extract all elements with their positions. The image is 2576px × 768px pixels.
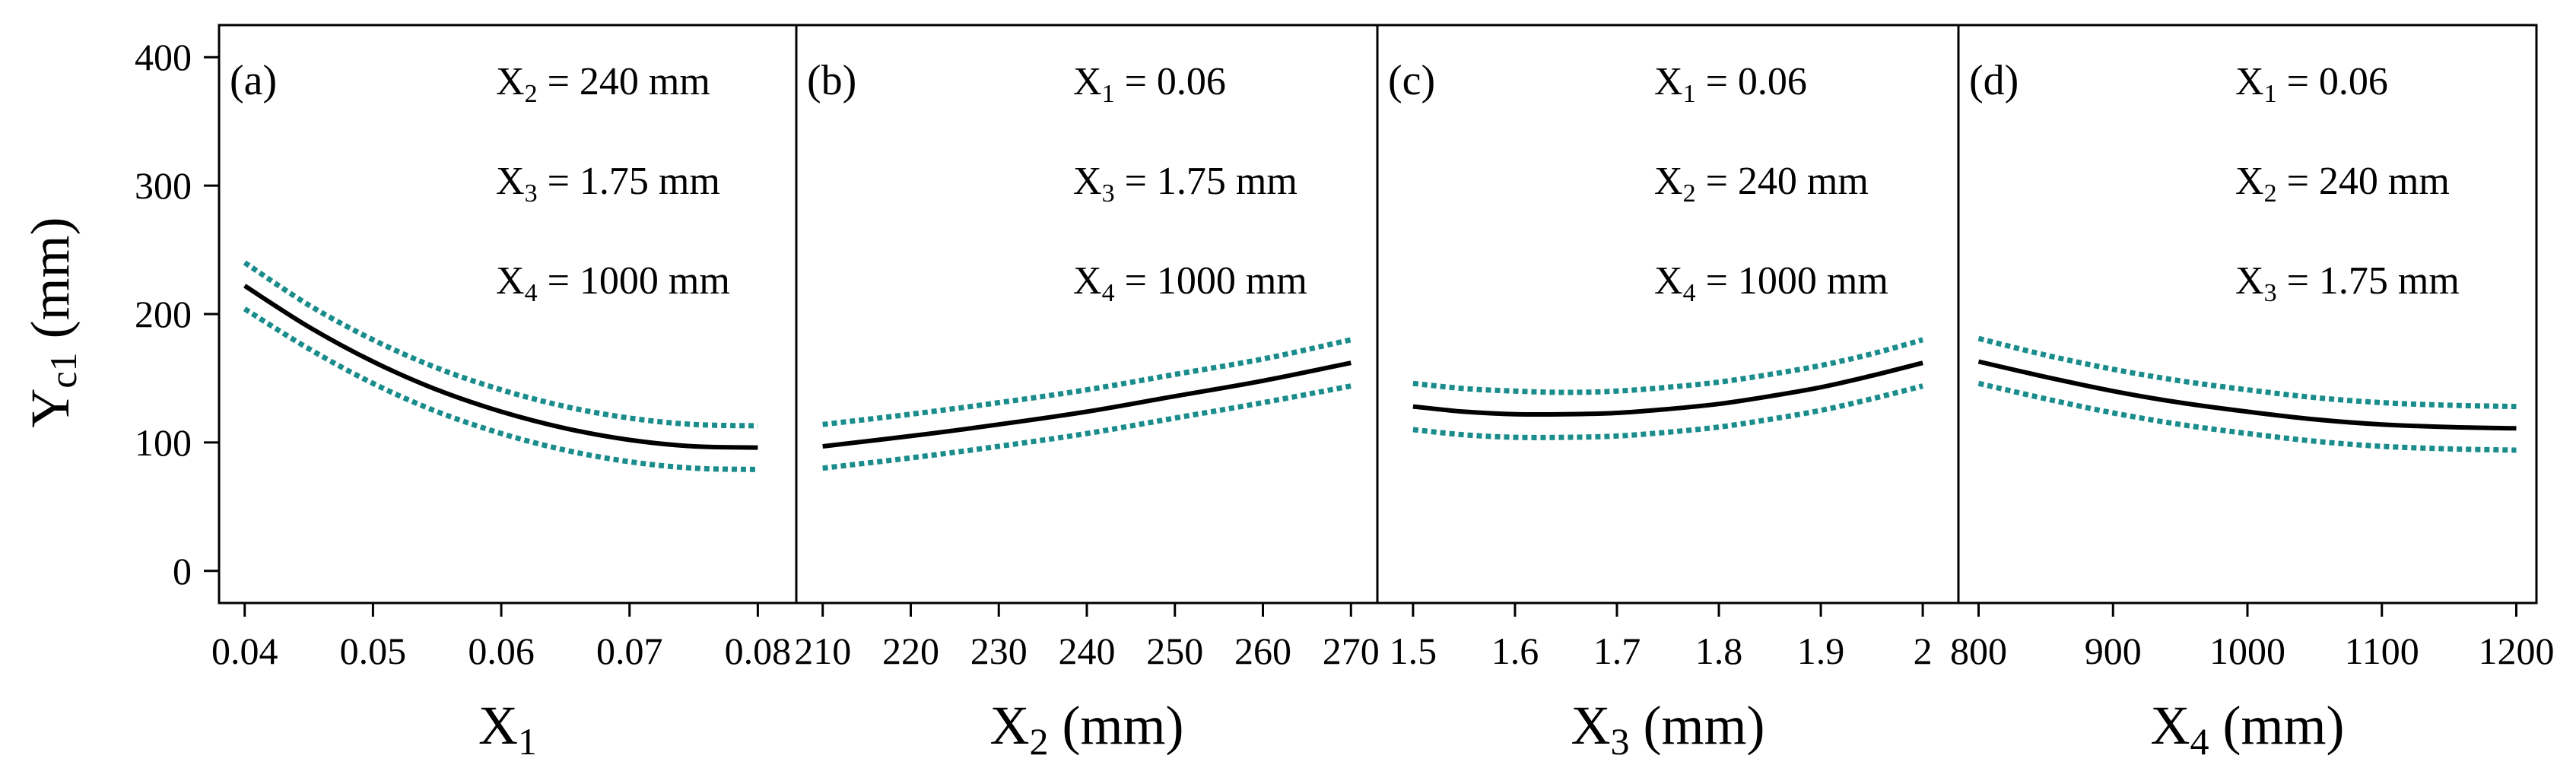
panel-label: (b) <box>807 57 856 104</box>
x-tick-label: 1000 <box>2209 630 2285 672</box>
panel-annotation: X1 = 0.06 <box>2235 60 2388 108</box>
panel-annotation: X2 = 240 mm <box>1654 160 1869 208</box>
panel-annotation: X4 = 1000 mm <box>1073 259 1307 307</box>
x-tick-label: 0.05 <box>340 630 407 672</box>
panel-label: (a) <box>230 57 277 104</box>
y-tick-label: 400 <box>135 36 192 78</box>
predicted-line <box>243 284 758 450</box>
y-tick-label: 300 <box>135 164 192 207</box>
x-tick-label: 1.9 <box>1797 630 1845 672</box>
panel-b: 210 220 230 240 250 260 270 X2 (mm) (b) X1 = 0.06… <box>794 25 1380 763</box>
lower-bound-line <box>243 306 758 472</box>
x-tick-label: 260 <box>1234 630 1291 672</box>
panel-a: 0.04 0.05 0.06 0.07 0.08 X1 0 100 200 300 400 (a) X2… <box>135 36 791 763</box>
x-tick-label: 270 <box>1323 630 1380 672</box>
panel-annotation: X2 = 240 mm <box>496 60 710 108</box>
y-tick-label: 200 <box>135 293 192 335</box>
x-tick-label: 240 <box>1059 630 1116 672</box>
x-axis-title: X1 <box>478 695 537 763</box>
x-tick-label: 800 <box>1950 630 2007 672</box>
panel-label: (c) <box>1388 57 1435 104</box>
x-axis-title: X2 (mm) <box>990 695 1184 763</box>
x-tick-label: 900 <box>2085 630 2142 672</box>
x-tick-label: 210 <box>794 630 851 672</box>
lower-bound-line <box>1412 383 1923 440</box>
y-axis-title: Yc1 (mm) <box>20 217 84 427</box>
x-tick-label: 1.7 <box>1593 630 1641 672</box>
panel-annotation: X3 = 1.75 mm <box>496 160 720 208</box>
x-tick-label: 250 <box>1146 630 1203 672</box>
predicted-line <box>1977 359 2517 431</box>
x-tick-label: 1.8 <box>1695 630 1743 672</box>
x-tick-label: 0.06 <box>468 630 535 672</box>
x-tick-label: 1.6 <box>1491 630 1539 672</box>
x-axis-title: X3 (mm) <box>1571 695 1765 763</box>
panel-annotation: X4 = 1000 mm <box>1654 259 1888 307</box>
y-tick-label: 100 <box>135 421 192 464</box>
x-tick-label: 0.08 <box>725 630 792 672</box>
lower-bound-line <box>822 383 1352 471</box>
panel-c: 1.5 1.6 1.7 1.8 1.9 2 X3 (mm) (c) X1 = 0.06 X2 = … <box>1376 25 1933 763</box>
panel-annotation: X1 = 0.06 <box>1654 60 1807 108</box>
y-tick-label: 0 <box>173 550 192 592</box>
predicted-line <box>822 360 1352 449</box>
x-tick-label: 0.04 <box>211 630 278 672</box>
upper-bound-line <box>243 260 758 429</box>
panel-annotation: X1 = 0.06 <box>1073 60 1226 108</box>
x-tick-label: 220 <box>882 630 939 672</box>
upper-bound-line <box>1412 337 1924 395</box>
upper-bound-line <box>822 337 1352 427</box>
x-tick-label: 230 <box>970 630 1028 672</box>
upper-bound-line <box>1977 335 2517 410</box>
panel-label: (d) <box>1969 57 2019 104</box>
x-tick-label: 1100 <box>2345 630 2419 672</box>
panel-annotation: X3 = 1.75 mm <box>1073 160 1298 208</box>
x-tick-label: 0.07 <box>596 630 663 672</box>
predicted-line <box>1412 360 1923 417</box>
lower-bound-line <box>1977 380 2517 453</box>
x-tick-label: 2 <box>1914 630 1933 672</box>
panel-annotation: X3 = 1.75 mm <box>2235 259 2460 307</box>
x-tick-label: 1200 <box>2478 630 2554 672</box>
panel-annotation: X4 = 1000 mm <box>496 259 730 307</box>
panel-annotation: X2 = 240 mm <box>2235 160 2450 208</box>
panel-d: 800 900 1000 1100 1200 X4 (mm) (d) X1 = 0.06 X2 … <box>1950 25 2554 763</box>
x-tick-label: 1.5 <box>1390 630 1437 672</box>
x-axis-title: X4 (mm) <box>2151 695 2345 763</box>
